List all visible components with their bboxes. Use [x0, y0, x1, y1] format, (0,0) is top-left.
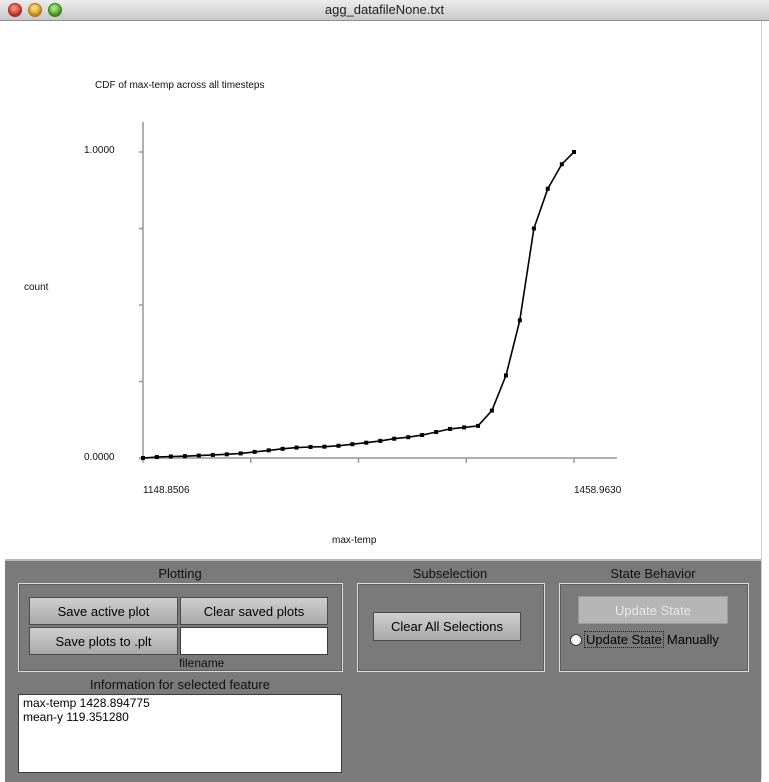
filename-caption: filename: [179, 656, 225, 670]
cdf-data-point: [154, 455, 159, 460]
minimize-window-button[interactable]: [28, 3, 42, 17]
cdf-data-point: [364, 440, 369, 445]
cdf-series-line: [142, 151, 575, 459]
cdf-data-point: [252, 449, 257, 454]
cdf-data-point: [545, 186, 550, 191]
window-edge: [761, 21, 769, 780]
x-tick-label-right: 1458.9630: [574, 485, 622, 496]
control-panel: Plotting Save active plot Clear saved pl…: [5, 559, 761, 782]
chart-title: CDF of max-temp across all timesteps: [95, 80, 265, 91]
plot-area[interactable]: CDF of max-temp across all timesteps cou…: [0, 21, 761, 559]
cdf-data-point: [434, 429, 439, 434]
window-title: agg_datafileNone.txt: [324, 2, 445, 17]
cdf-data-point: [141, 456, 145, 460]
cdf-data-point: [559, 162, 564, 167]
cdf-data-point: [572, 150, 576, 154]
state-behavior-group-title: State Behavior: [610, 566, 696, 581]
cdf-data-point: [238, 451, 243, 456]
plotting-group: Save active plot Clear saved plots Save …: [18, 583, 343, 672]
cdf-data-point: [224, 452, 229, 457]
subselection-group: Clear All Selections: [357, 583, 545, 672]
clear-all-selections-button[interactable]: Clear All Selections: [373, 612, 521, 641]
cdf-data-point: [517, 318, 522, 323]
cdf-data-point: [489, 408, 494, 413]
plotting-group-title: Plotting: [158, 566, 202, 581]
update-manually-radio[interactable]: Update State Manually: [570, 631, 719, 648]
save-plots-to-plt-button[interactable]: Save plots to .plt: [29, 627, 178, 655]
x-axis-label: max-temp: [332, 535, 377, 546]
y-tick-label-top: 1.0000: [84, 145, 115, 156]
cdf-chart[interactable]: CDF of max-temp across all timesteps cou…: [0, 21, 761, 559]
subselection-group-title: Subselection: [412, 566, 488, 581]
save-active-plot-button[interactable]: Save active plot: [29, 597, 178, 625]
cdf-data-point: [350, 442, 355, 447]
x-tick-label-left: 1148.8506: [143, 485, 190, 496]
cdf-data-point: [210, 452, 215, 457]
radio-label[interactable]: Update State: [584, 631, 664, 648]
info-group-title: Information for selected feature: [90, 677, 270, 692]
cdf-data-point: [378, 438, 383, 443]
cdf-data-point: [392, 436, 397, 441]
cdf-data-point: [476, 423, 481, 428]
filename-input[interactable]: [180, 627, 328, 655]
cdf-data-point: [196, 453, 201, 458]
info-text-area[interactable]: max-temp 1428.894775 mean-y 119.351280: [18, 694, 342, 773]
info-line: max-temp 1428.894775: [23, 696, 150, 710]
close-window-button[interactable]: [8, 3, 22, 17]
zoom-window-button[interactable]: [48, 3, 62, 17]
cdf-data-point: [406, 435, 411, 440]
cdf-data-point: [420, 433, 425, 438]
cdf-data-point: [280, 446, 285, 451]
state-behavior-group: Update State Update State Manually: [559, 583, 749, 672]
cdf-data-point: [168, 454, 173, 459]
info-line: mean-y 119.351280: [23, 710, 129, 724]
update-state-button[interactable]: Update State: [578, 596, 728, 624]
cdf-data-point: [448, 426, 453, 431]
cdf-data-point: [503, 373, 508, 378]
radio-button-icon[interactable]: [570, 633, 582, 646]
cdf-data-point: [308, 444, 313, 449]
cdf-data-point: [266, 448, 271, 453]
cdf-data-point: [322, 444, 327, 449]
cdf-data-point: [336, 443, 341, 448]
y-axis-label: count: [24, 282, 49, 293]
clear-saved-plots-button[interactable]: Clear saved plots: [180, 597, 328, 625]
cdf-data-point: [462, 425, 467, 430]
y-tick-label-bottom: 0.0000: [84, 452, 115, 463]
cdf-data-point: [531, 226, 536, 231]
cdf-data-point: [182, 454, 187, 459]
radio-label-suffix: Manually: [666, 632, 719, 647]
cdf-data-point: [294, 445, 299, 450]
title-bar[interactable]: agg_datafileNone.txt: [0, 0, 769, 21]
